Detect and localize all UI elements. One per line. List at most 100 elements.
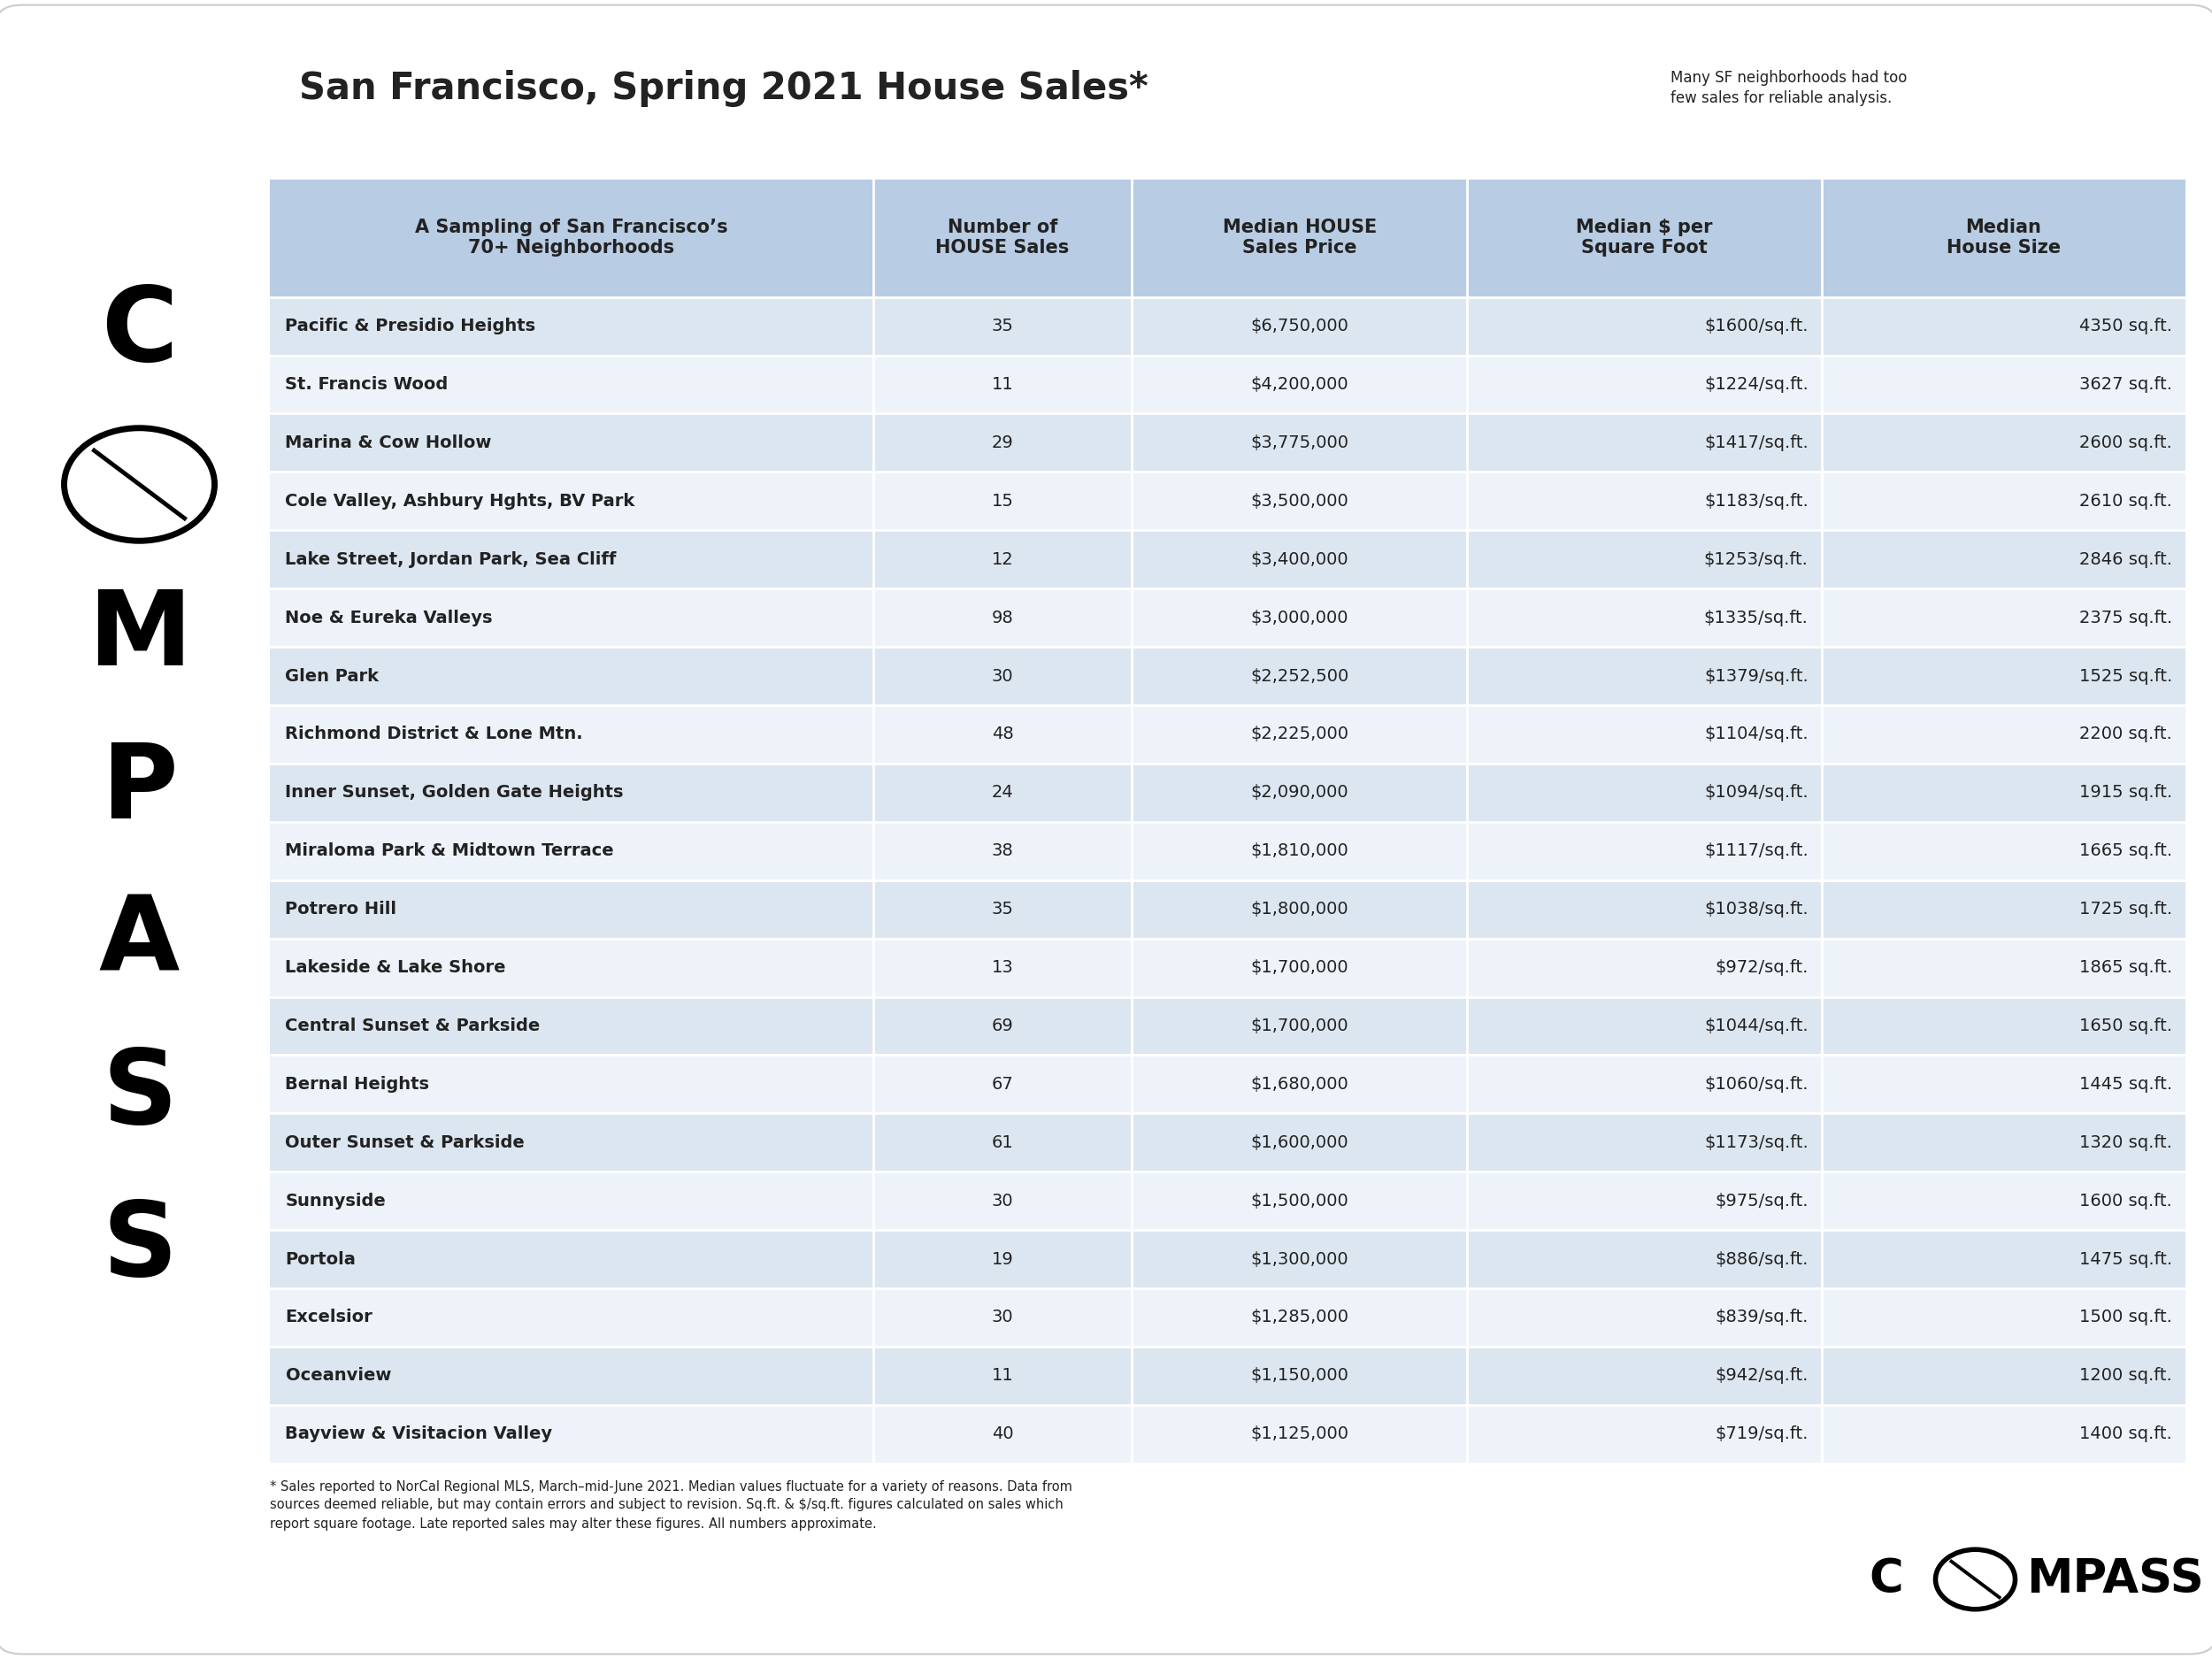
Text: Many SF neighborhoods had too
few sales for reliable analysis.: Many SF neighborhoods had too few sales …	[1670, 70, 1907, 106]
Bar	[1133, 1113, 1467, 1171]
Text: $3,000,000: $3,000,000	[1250, 609, 1349, 625]
Bar	[1820, 1055, 2185, 1113]
Bar	[1820, 1289, 2185, 1347]
Text: Lakeside & Lake Shore: Lakeside & Lake Shore	[285, 959, 507, 975]
Text: 1445 sq.ft.: 1445 sq.ft.	[2079, 1075, 2172, 1093]
Bar	[270, 471, 874, 531]
Text: $4,200,000: $4,200,000	[1250, 377, 1349, 393]
Bar	[874, 647, 1133, 705]
Text: $1,300,000: $1,300,000	[1250, 1251, 1349, 1267]
Bar	[1820, 997, 2185, 1055]
Bar	[1133, 413, 1467, 471]
Bar	[270, 1405, 874, 1463]
Text: $1104/sq.ft.: $1104/sq.ft.	[1703, 727, 1807, 743]
Bar	[270, 297, 874, 355]
Bar	[1133, 178, 1467, 297]
Text: $1335/sq.ft.: $1335/sq.ft.	[1703, 609, 1807, 625]
Bar	[1820, 879, 2185, 939]
Text: 2600 sq.ft.: 2600 sq.ft.	[2079, 435, 2172, 451]
Text: $1,800,000: $1,800,000	[1250, 901, 1349, 917]
Text: 30: 30	[991, 667, 1013, 685]
Text: $1117/sq.ft.: $1117/sq.ft.	[1703, 843, 1807, 859]
Bar	[270, 589, 874, 647]
Text: $1173/sq.ft.: $1173/sq.ft.	[1703, 1135, 1807, 1151]
Bar	[1133, 1289, 1467, 1347]
Text: 11: 11	[991, 1367, 1013, 1384]
Text: $2,225,000: $2,225,000	[1250, 727, 1349, 743]
Bar	[1820, 1113, 2185, 1171]
Text: A: A	[100, 891, 179, 994]
Text: $1,150,000: $1,150,000	[1250, 1367, 1349, 1384]
Bar	[1467, 1347, 1820, 1405]
Bar	[1467, 531, 1820, 589]
Text: Noe & Eureka Valleys: Noe & Eureka Valleys	[285, 609, 493, 625]
Bar	[874, 1171, 1133, 1229]
Bar	[1467, 705, 1820, 763]
Text: $1253/sq.ft.: $1253/sq.ft.	[1703, 551, 1807, 567]
Bar	[1820, 647, 2185, 705]
Text: $1044/sq.ft.: $1044/sq.ft.	[1703, 1017, 1807, 1034]
Bar	[874, 471, 1133, 531]
Bar	[874, 1055, 1133, 1113]
Text: $1,810,000: $1,810,000	[1250, 843, 1349, 859]
Bar	[1820, 1229, 2185, 1289]
Bar	[270, 879, 874, 939]
Bar	[874, 413, 1133, 471]
Text: 15: 15	[991, 493, 1013, 509]
Bar	[270, 531, 874, 589]
Text: $1094/sq.ft.: $1094/sq.ft.	[1703, 785, 1807, 801]
Bar	[1820, 178, 2185, 297]
Text: 1650 sq.ft.: 1650 sq.ft.	[2079, 1017, 2172, 1034]
Text: 61: 61	[991, 1135, 1013, 1151]
Bar	[270, 1171, 874, 1229]
Text: M: M	[88, 586, 192, 688]
Bar	[1133, 531, 1467, 589]
Bar	[1820, 589, 2185, 647]
Text: S: S	[102, 1044, 177, 1146]
Text: 40: 40	[991, 1425, 1013, 1442]
Text: C: C	[1869, 1556, 1902, 1603]
Bar	[270, 1055, 874, 1113]
Text: 1525 sq.ft.: 1525 sq.ft.	[2079, 667, 2172, 685]
Bar	[1133, 763, 1467, 821]
Bar	[270, 705, 874, 763]
Text: Sunnyside: Sunnyside	[285, 1193, 387, 1209]
Bar	[1133, 939, 1467, 997]
Bar	[1133, 879, 1467, 939]
Text: Portola: Portola	[285, 1251, 356, 1267]
Text: $975/sq.ft.: $975/sq.ft.	[1714, 1193, 1807, 1209]
Bar	[1467, 297, 1820, 355]
Bar	[874, 1289, 1133, 1347]
Text: $1,700,000: $1,700,000	[1250, 959, 1349, 975]
Bar	[1133, 705, 1467, 763]
Bar	[1820, 705, 2185, 763]
Bar	[1467, 997, 1820, 1055]
Bar	[1467, 1229, 1820, 1289]
Text: Bernal Heights: Bernal Heights	[285, 1075, 429, 1093]
Bar	[270, 1347, 874, 1405]
Bar	[1467, 879, 1820, 939]
Bar	[1467, 1405, 1820, 1463]
Text: Potrero Hill: Potrero Hill	[285, 901, 396, 917]
Bar	[874, 531, 1133, 589]
Text: 2610 sq.ft.: 2610 sq.ft.	[2079, 493, 2172, 509]
Bar	[874, 821, 1133, 879]
Text: 1475 sq.ft.: 1475 sq.ft.	[2079, 1251, 2172, 1267]
Text: $2,090,000: $2,090,000	[1250, 785, 1349, 801]
Text: 38: 38	[991, 843, 1013, 859]
Bar	[270, 355, 874, 413]
Text: Outer Sunset & Parkside: Outer Sunset & Parkside	[285, 1135, 524, 1151]
Text: $1,700,000: $1,700,000	[1250, 1017, 1349, 1034]
Bar	[1133, 1405, 1467, 1463]
Text: 1915 sq.ft.: 1915 sq.ft.	[2079, 785, 2172, 801]
Text: $3,775,000: $3,775,000	[1250, 435, 1349, 451]
Bar	[270, 939, 874, 997]
Bar	[1467, 1055, 1820, 1113]
Bar	[1820, 763, 2185, 821]
Text: 2375 sq.ft.: 2375 sq.ft.	[2079, 609, 2172, 625]
Text: P: P	[102, 738, 177, 841]
Bar	[1467, 763, 1820, 821]
Text: St. Francis Wood: St. Francis Wood	[285, 377, 449, 393]
Bar	[1133, 1347, 1467, 1405]
Text: Median $ per
Square Foot: Median $ per Square Foot	[1575, 217, 1712, 257]
